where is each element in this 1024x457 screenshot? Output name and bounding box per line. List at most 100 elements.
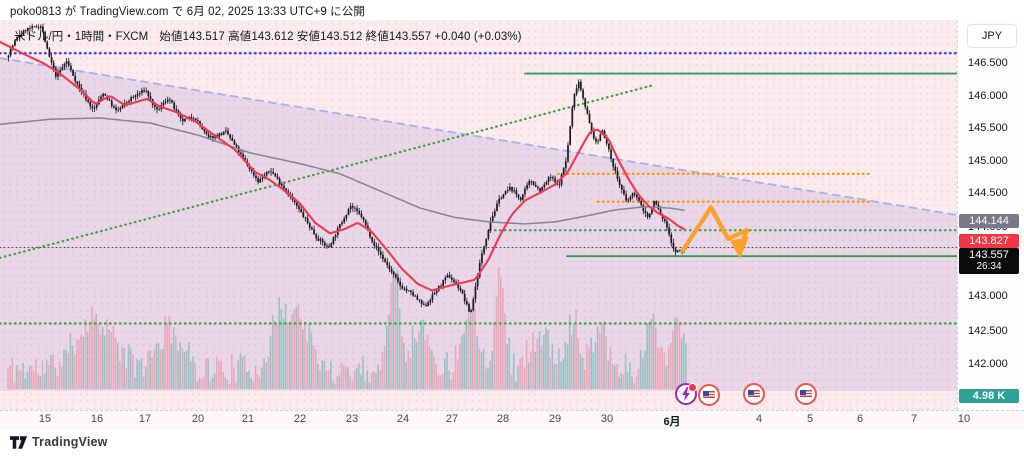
volume-bar [267,356,270,390]
volume-bar [510,374,513,390]
price-axis[interactable]: JPY 146.500 146.000 145.500 145.000 144.500 1… [957,20,1024,410]
volume-bar [349,375,351,390]
volume-bar [286,322,289,390]
volume-bar [420,320,422,390]
volume-bar [274,320,276,390]
volume-bar [493,321,496,390]
gray-ma-line[interactable] [0,117,685,225]
volume-bar [390,282,392,390]
us-flag-event-icon[interactable] [743,383,765,405]
volume-bar [168,315,171,390]
descending-dashed-trendline[interactable] [0,57,957,216]
volume-bar [136,359,138,390]
volume-bar [448,370,450,390]
volume-bar [54,367,57,390]
volume-bar [310,332,313,390]
volume-bar [280,308,283,390]
volume-bar [329,361,332,390]
volume-bar [254,365,257,390]
volume-bar [474,308,476,390]
volume-bar [467,313,470,390]
volume-bar [553,363,556,390]
volume-bar [88,322,91,390]
volume-bar [439,375,442,390]
volume-bar [605,336,608,390]
volume-bar [536,338,539,390]
volume-bar [200,378,203,390]
volume-bar [291,314,293,390]
time-tick-month: 6月 [663,416,681,428]
volume-bar [685,343,687,390]
volume-bar [360,374,362,390]
volume-bar [347,367,349,390]
volume-bar [558,348,560,390]
us-flag-event-icon[interactable] [698,384,720,406]
volume-bar [534,351,537,390]
time-tick: 23 [345,413,359,425]
volume-bar [233,367,235,390]
zigzag-arrow-drawing[interactable] [680,205,750,253]
volume-bar [246,371,248,390]
volume-bar [297,303,300,390]
volume-bar [657,347,659,390]
volume-bar [476,335,478,390]
volume-bar [319,370,321,390]
tradingview-logo[interactable]: TradingView [10,435,108,449]
volume-bar [583,369,586,390]
volume-bar [317,363,319,390]
volume-bar [383,345,386,390]
last-price-value: 143.557 [969,249,1009,261]
volume-bar [26,371,29,390]
volume-bar [661,347,663,390]
volume-bar [183,351,186,390]
volume-bar [155,343,158,390]
volume-bar [282,318,285,390]
volume-bar [142,376,145,390]
volume-bar [302,329,304,390]
volume-bar [314,349,317,390]
volume-bar [243,355,246,390]
red-ma-line[interactable] [0,40,686,292]
time-axis[interactable]: 15 16 17 20 21 22 23 24 27 28 29 30 6月 4 5 6 7 10 [0,410,1024,430]
volume-bar [9,365,11,390]
lightning-event-icon[interactable] [675,383,697,405]
volume-bar [351,381,354,390]
ohlc-values: 始値143.517 高値143.612 安値143.512 終値143.557 … [159,31,522,43]
volume-bar [284,303,287,390]
volume-bar [218,361,220,390]
volume-bar [357,363,360,390]
volume-bar [616,363,618,390]
volume-bar [403,342,405,390]
volume-bar [321,360,323,390]
volume-bar [37,373,39,390]
bar-countdown: 26:34 [976,261,1002,272]
us-flag-event-icon[interactable] [795,383,817,405]
volume-bar [411,325,414,390]
volume-bar [663,352,666,390]
volume-bar [91,306,93,390]
volume-bar [334,383,336,390]
volume-bar [157,343,160,390]
volume-bar [472,308,474,390]
volume-bar [299,318,302,390]
volume-bar [340,361,343,390]
volume-bar [144,366,147,390]
volume-bar [456,360,459,390]
volume-bar [478,348,481,390]
last-price-label: 143.557 26:34 [959,248,1019,274]
volume-bar [487,367,489,390]
chart-pane[interactable]: 米ドル/円・1時間・FXCM 始値143.517 高値143.612 安値143… [0,20,957,410]
volume-bar [82,336,85,390]
flag-canton [800,390,806,395]
volume-bar [428,347,431,390]
volume-bar [164,316,166,390]
currency-toggle-button[interactable]: JPY [967,24,1017,48]
volume-bar [153,349,156,390]
volume-bar [381,351,384,390]
volume-bar [84,319,87,390]
volume-bar [258,376,261,390]
chart-canvas[interactable] [0,20,957,410]
tradingview-logo-text: TradingView [32,435,108,449]
volume-bar [560,361,562,390]
time-tick: 4 [755,413,763,425]
